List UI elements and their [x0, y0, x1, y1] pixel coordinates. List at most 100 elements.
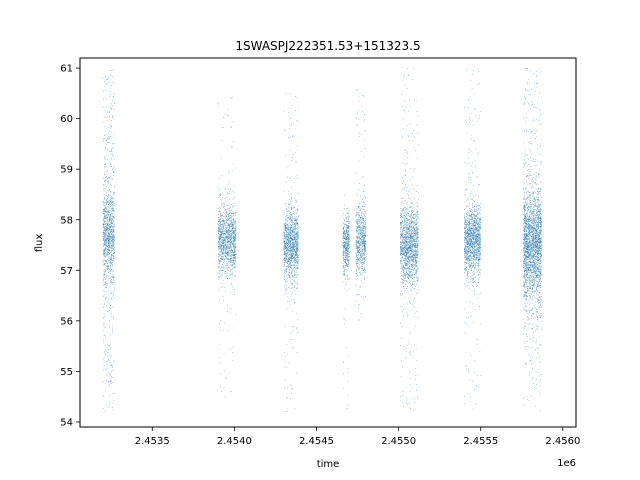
data-point	[218, 230, 220, 232]
data-point	[218, 349, 220, 350]
data-point	[226, 256, 228, 257]
data-point	[222, 296, 224, 298]
data-point	[105, 249, 106, 251]
data-point	[342, 254, 344, 256]
data-point	[104, 246, 106, 248]
data-point	[105, 287, 107, 289]
data-point	[296, 161, 297, 163]
data-point	[111, 200, 113, 201]
data-point	[224, 229, 226, 231]
data-point	[109, 233, 110, 235]
data-point	[359, 226, 360, 228]
data-point	[296, 254, 298, 256]
data-point	[364, 211, 366, 213]
data-point	[288, 128, 290, 130]
data-point	[108, 237, 109, 239]
data-point	[286, 278, 288, 279]
data-point	[345, 283, 347, 285]
data-point	[223, 330, 225, 332]
data-point	[289, 244, 291, 246]
data-point	[288, 228, 290, 230]
data-point	[283, 242, 285, 244]
data-point	[225, 233, 226, 234]
data-point	[228, 224, 230, 226]
data-point	[231, 212, 233, 214]
data-point	[110, 127, 111, 129]
data-point	[296, 263, 298, 265]
data-point	[218, 232, 220, 234]
data-point	[234, 237, 236, 238]
data-point	[103, 284, 104, 286]
data-point	[359, 304, 360, 306]
data-point	[103, 263, 105, 264]
data-point	[228, 255, 230, 257]
data-point	[360, 238, 361, 239]
data-point	[105, 217, 107, 219]
data-point	[283, 231, 285, 233]
data-points-layer	[102, 68, 542, 412]
data-point	[113, 282, 115, 284]
data-point	[110, 162, 111, 164]
data-point	[290, 261, 292, 263]
data-point	[286, 240, 287, 242]
data-point	[234, 239, 236, 241]
data-point	[221, 256, 222, 258]
data-point	[228, 207, 230, 209]
data-point	[224, 245, 225, 247]
data-point	[360, 210, 361, 211]
data-point	[102, 306, 104, 308]
data-point	[110, 262, 111, 264]
data-point	[287, 114, 289, 116]
data-point	[224, 273, 226, 274]
data-point	[291, 160, 292, 161]
data-point	[290, 398, 291, 399]
data-point	[344, 237, 345, 238]
data-point	[227, 234, 229, 235]
data-point	[106, 78, 107, 80]
data-point	[226, 275, 227, 277]
data-point	[112, 270, 114, 272]
data-point	[106, 203, 107, 205]
data-point	[219, 262, 221, 264]
data-point	[284, 325, 286, 327]
data-point	[231, 257, 233, 259]
data-point	[297, 329, 299, 331]
data-point	[109, 227, 110, 229]
data-point	[291, 239, 293, 241]
data-point	[109, 220, 111, 222]
data-point	[346, 244, 348, 246]
data-point	[104, 238, 106, 240]
data-point	[106, 277, 108, 278]
data-point	[297, 106, 299, 108]
data-point	[218, 237, 220, 239]
data-point	[235, 222, 236, 224]
data-point	[103, 230, 104, 232]
data-point	[292, 213, 294, 215]
data-point	[108, 200, 110, 202]
data-point	[225, 226, 227, 228]
data-point	[104, 218, 106, 219]
data-point	[364, 203, 366, 205]
data-point	[297, 257, 299, 258]
data-point	[110, 262, 112, 264]
data-point	[348, 245, 350, 247]
data-point	[108, 406, 109, 408]
data-point	[106, 250, 107, 252]
data-point	[219, 245, 221, 246]
data-point	[291, 256, 292, 258]
data-point	[106, 232, 108, 234]
data-point	[109, 215, 110, 217]
data-point	[343, 388, 345, 389]
data-point	[235, 167, 237, 169]
data-point	[356, 211, 358, 213]
data-point	[229, 198, 231, 200]
data-point	[222, 280, 224, 282]
data-point	[292, 250, 293, 252]
data-point	[106, 238, 108, 240]
data-point	[229, 220, 231, 221]
data-point	[224, 260, 226, 262]
data-point	[110, 252, 112, 254]
data-point	[291, 225, 293, 227]
data-point	[111, 380, 112, 382]
data-point	[110, 246, 111, 248]
